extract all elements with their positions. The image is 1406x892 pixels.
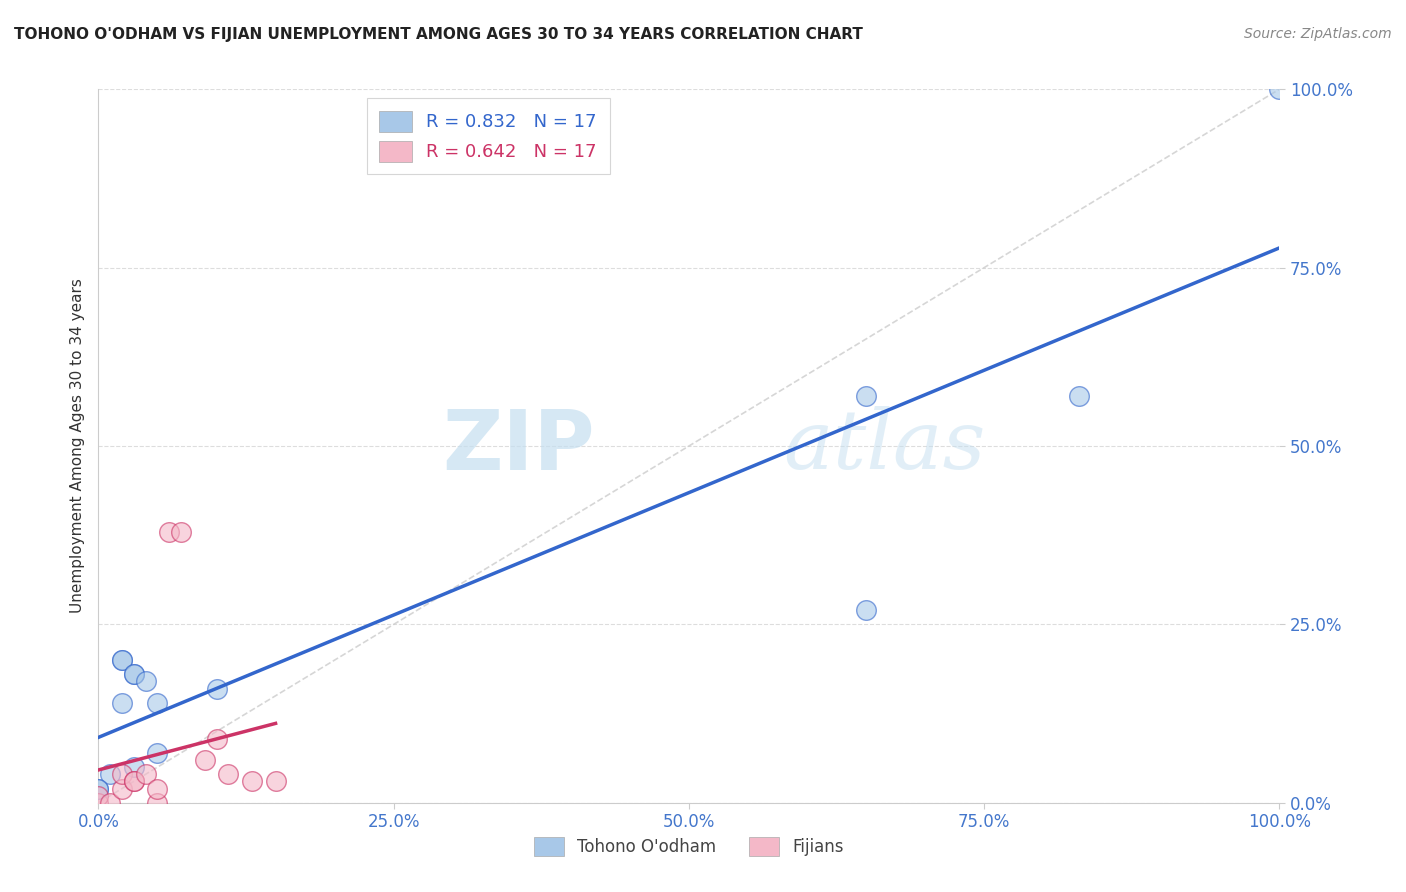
Point — [111, 653, 134, 667]
Point — [170, 524, 193, 539]
Point — [135, 767, 157, 781]
Point — [1067, 389, 1090, 403]
Text: TOHONO O'ODHAM VS FIJIAN UNEMPLOYMENT AMONG AGES 30 TO 34 YEARS CORRELATION CHAR: TOHONO O'ODHAM VS FIJIAN UNEMPLOYMENT AM… — [14, 27, 863, 42]
Point — [146, 781, 169, 796]
Point — [217, 767, 239, 781]
Point — [122, 667, 145, 681]
Legend: Tohono O'odham, Fijians: Tohono O'odham, Fijians — [523, 827, 855, 866]
Point — [240, 774, 263, 789]
Point — [87, 789, 110, 803]
Point — [122, 774, 145, 789]
Point — [122, 774, 145, 789]
Point — [98, 767, 121, 781]
Point — [157, 524, 180, 539]
Point — [87, 781, 110, 796]
Point — [855, 389, 877, 403]
Point — [87, 781, 110, 796]
Point — [264, 774, 287, 789]
Point — [1268, 82, 1291, 96]
Point — [135, 674, 157, 689]
Point — [111, 653, 134, 667]
Y-axis label: Unemployment Among Ages 30 to 34 years: Unemployment Among Ages 30 to 34 years — [69, 278, 84, 614]
Point — [111, 767, 134, 781]
Text: atlas: atlas — [783, 406, 986, 486]
Point — [146, 796, 169, 810]
Point — [111, 696, 134, 710]
Point — [146, 746, 169, 760]
Point — [146, 696, 169, 710]
Point — [855, 603, 877, 617]
Point — [205, 731, 228, 746]
Point — [194, 753, 217, 767]
Point — [98, 796, 121, 810]
Point — [122, 760, 145, 774]
Point — [122, 667, 145, 681]
Text: Source: ZipAtlas.com: Source: ZipAtlas.com — [1244, 27, 1392, 41]
Point — [205, 681, 228, 696]
Point — [111, 781, 134, 796]
Text: ZIP: ZIP — [441, 406, 595, 486]
Point — [87, 796, 110, 810]
